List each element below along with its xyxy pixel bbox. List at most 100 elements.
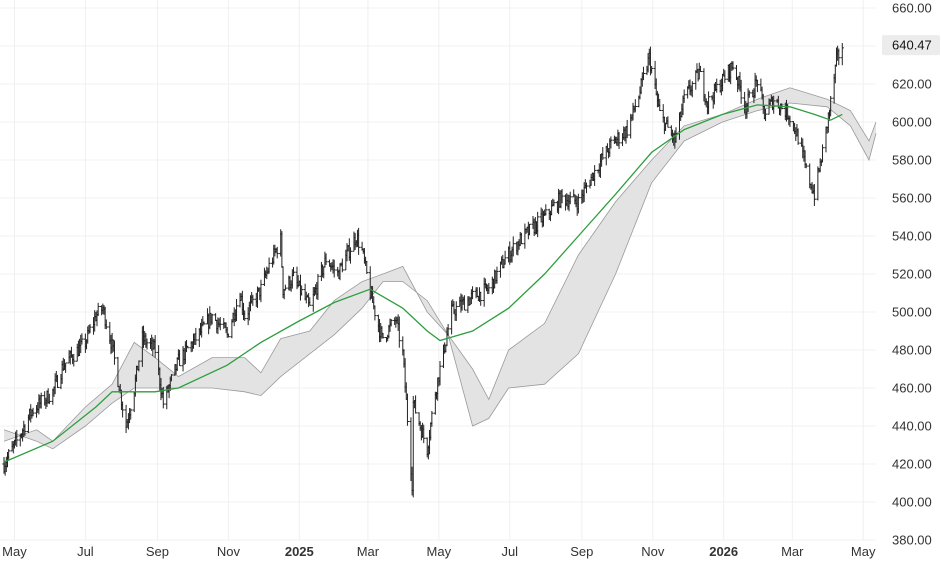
ohlc-bar [23,424,27,436]
ohlc-bar [243,310,247,321]
ohlc-bar [405,393,410,426]
ohlc-bar [840,43,844,66]
ohlc-bar [601,147,605,160]
ohlc-bar [15,429,19,447]
ohlc-bar [234,298,239,322]
ohlc-bar [64,362,68,373]
y-tick-label: 520.00 [892,267,932,282]
ohlc-bar [723,70,727,83]
ohlc-bar [666,116,670,128]
ohlc-bar [80,333,84,345]
ohlc-bar [552,199,556,207]
ohlc-bar [479,291,483,306]
ohlc-bar [226,333,230,338]
ohlc-bar [633,99,637,113]
ohlc-bar [715,78,719,93]
ohlc-bar [120,401,125,418]
ohlc-bar [544,204,548,216]
ohlc-bar [112,340,117,365]
y-axis: 380.00 400.00 420.00 440.00 460.00 480.00 500.… [892,1,932,548]
ohlc-bar [39,392,43,409]
y-tick-label: 620.00 [892,77,932,92]
ohlc-bar [47,393,51,405]
x-tick-label: Jul [77,544,94,559]
ohlc-bar [389,319,393,327]
ohlc-bar [348,247,353,264]
ma-line [3,104,843,463]
y-tick-label: 440.00 [892,419,932,434]
ohlc-bar [446,324,450,336]
x-tick-label: May [851,544,876,559]
ohlc-bar [755,79,760,93]
ohlc-bar [454,301,458,321]
ohlc-bar [812,183,816,207]
ohlc-bar [259,279,263,303]
ohlc-bar [796,128,800,145]
ohlc-bar [820,144,825,163]
y-tick-label: 660.00 [892,1,932,16]
ichimoku-cloud [3,87,877,450]
ohlc-bar [804,163,808,169]
ohlc-bar [511,236,515,257]
ohlc-bar [153,335,157,358]
ohlc-bar [214,313,218,321]
cloud-span-b [3,102,877,450]
ohlc-bar [324,253,328,265]
ohlc-bar [487,282,491,294]
ohlc-bar [609,136,613,149]
ohlc-bar [584,182,589,194]
ohlc-bar [267,257,271,274]
ohlc-bar [96,302,100,316]
last-price-marker: 640.47 [882,35,940,56]
ohlc-bar [177,349,182,367]
ohlc-bar [308,297,312,306]
x-tick-label: May [2,544,27,559]
ohlc-bar [593,165,597,186]
ohlc-bar [169,374,174,382]
ohlc-bar [527,223,532,236]
ohlc-bar [291,267,296,277]
ohlc-bar [568,191,572,205]
x-tick-label: May [427,544,452,559]
ohlc-bar [617,131,621,149]
ohlc-bar [55,374,60,388]
ohlc-bar [690,81,694,98]
y-tick-label: 380.00 [892,533,932,548]
x-tick-label: Mar [357,544,380,559]
ohlc-bar [837,48,841,66]
cloud-span-a [3,87,877,442]
y-tick-label: 580.00 [892,153,932,168]
x-tick-label: Sep [570,544,593,559]
y-tick-label: 560.00 [892,191,932,206]
y-tick-label: 540.00 [892,229,932,244]
ohlc-bar [300,285,304,296]
ohlc-bar [731,61,735,71]
y-tick-label: 500.00 [892,305,932,320]
ohlc-bar [641,66,646,81]
y-tick-label: 400.00 [892,495,932,510]
ohlc-bar [145,338,149,350]
ohlc-bar [275,246,279,259]
ohlc-bar [438,361,442,386]
x-tick-label: 2025 [285,544,314,559]
ohlc-bar [503,250,507,265]
ohlc-bar [373,305,377,321]
last-price-label: 640.47 [892,38,932,53]
ohlc-bar [763,108,768,122]
ohlc-bar [72,353,76,367]
ohlc-bar [104,319,108,330]
ohlc-bar [788,115,792,128]
ohlc-bar [536,211,540,238]
price-bars [2,43,844,498]
ohlc-bar [422,424,426,444]
ohlc-bar [283,284,287,291]
ohlc-bar [739,79,743,104]
ohlc-bar [381,332,385,339]
ohlc-bar [519,232,523,245]
ohlc-bar [210,313,214,325]
ohlc-bar [332,259,336,278]
ohlc-bar [357,227,361,255]
last-price-badge [882,35,940,56]
